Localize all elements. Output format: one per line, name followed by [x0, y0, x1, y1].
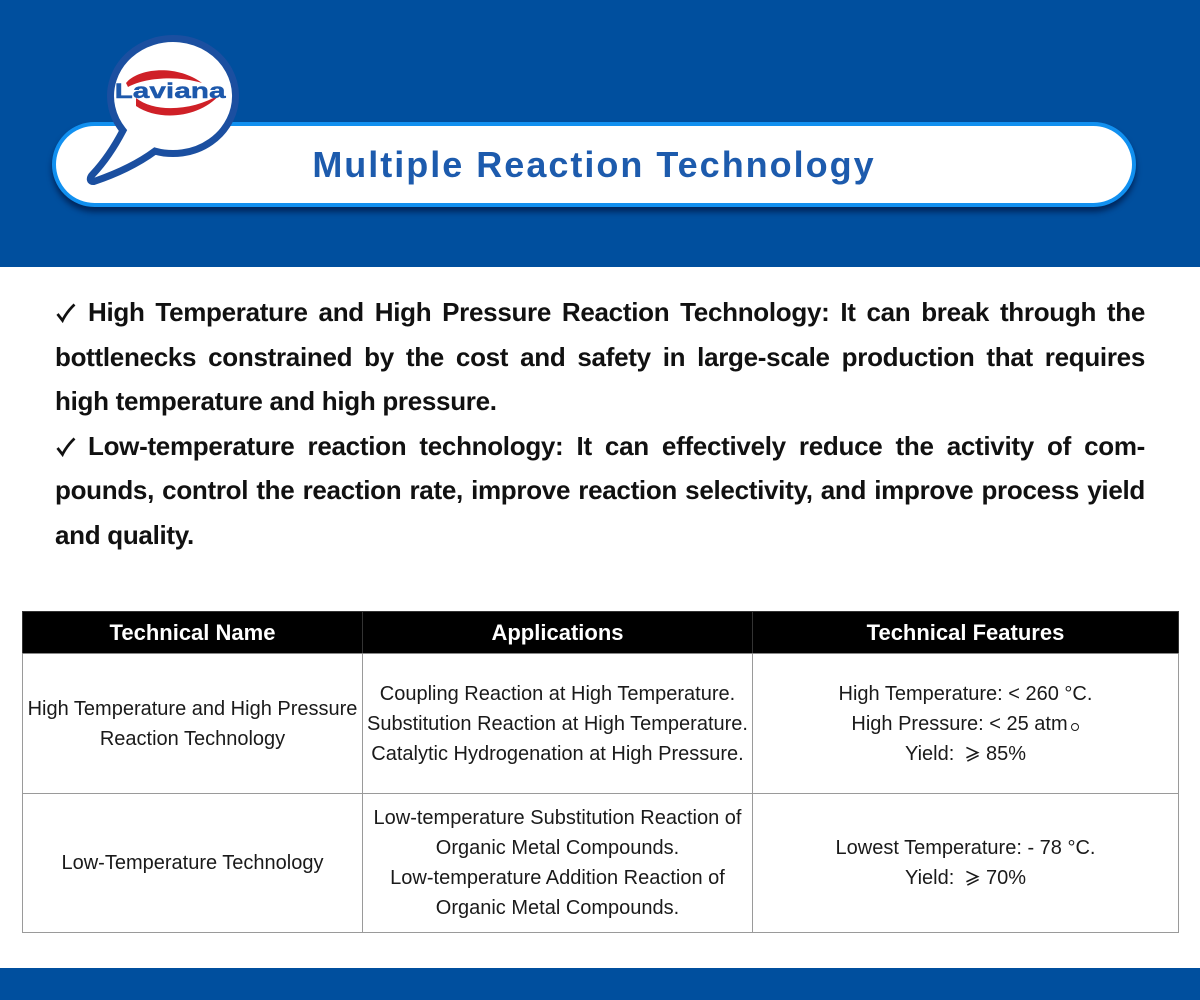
svg-text:Laviana: Laviana: [115, 80, 227, 103]
